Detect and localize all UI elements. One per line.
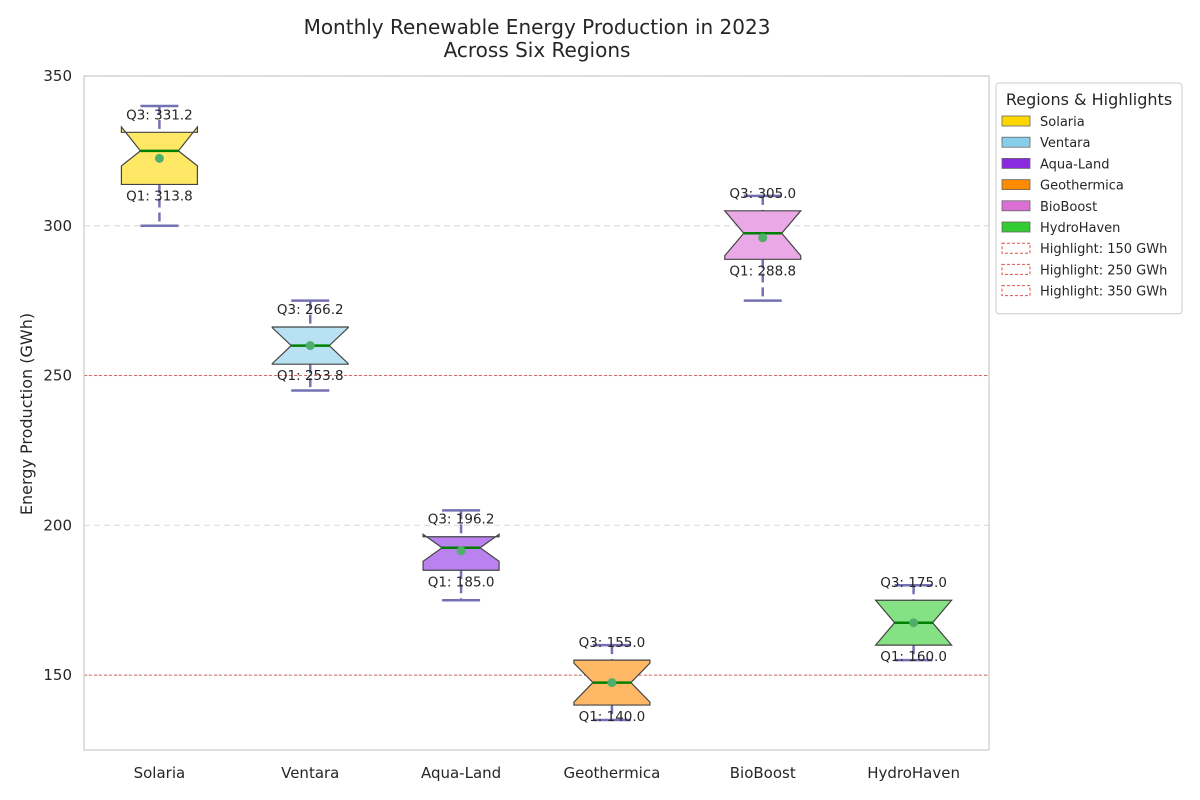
- q3-annotation: Q3: 331.2: [126, 107, 193, 123]
- chart-title-line-2: Across Six Regions: [444, 38, 631, 62]
- q1-annotation: Q1: 140.0: [579, 709, 646, 725]
- legend-label: Aqua-Land: [1040, 157, 1110, 172]
- q1-annotation: Q1: 288.8: [729, 263, 796, 279]
- mean-marker: [154, 153, 164, 163]
- mean-marker: [305, 341, 315, 351]
- mean-marker: [607, 678, 617, 688]
- q3-annotation: Q3: 175.0: [880, 575, 947, 591]
- q3-annotation: Q3: 266.2: [277, 302, 344, 318]
- legend-label: Highlight: 250 GWh: [1040, 263, 1167, 278]
- x-tick-label: Geothermica: [564, 764, 661, 782]
- x-tick-label: HydroHaven: [867, 764, 960, 782]
- legend-title: Regions & Highlights: [1006, 90, 1172, 109]
- legend-swatch: [1001, 157, 1031, 169]
- legend-swatch: [1001, 179, 1031, 191]
- legend-label: Geothermica: [1040, 179, 1124, 194]
- legend-swatch: [1001, 200, 1031, 212]
- plot-area: 150 200 250 300 350 Solaria Ventara Aqua-Land Ge…: [43, 67, 990, 782]
- x-tick-label: Aqua-Land: [421, 764, 501, 782]
- legend-swatch: [1001, 263, 1031, 275]
- y-axis-label: Energy Production (GWh): [17, 313, 36, 515]
- q1-annotation: Q1: 313.8: [126, 188, 193, 204]
- legend-swatch: [1001, 242, 1031, 254]
- q1-annotation: Q1: 253.8: [277, 368, 344, 384]
- legend-label: Highlight: 150 GWh: [1040, 242, 1167, 257]
- mean-marker: [909, 618, 919, 628]
- legend-swatch: [1001, 221, 1031, 233]
- q1-annotation: Q1: 160.0: [880, 649, 947, 665]
- legend-label: Solaria: [1040, 115, 1085, 130]
- q3-annotation: Q3: 305.0: [729, 186, 796, 202]
- plot-background: [84, 76, 989, 750]
- legend-box: [995, 82, 1183, 315]
- q1-annotation: Q1: 185.0: [428, 574, 495, 590]
- q3-annotation: Q3: 196.2: [428, 512, 495, 528]
- legend-swatch: [1001, 136, 1031, 148]
- y-tick-label: 200: [43, 516, 72, 534]
- chart-title-line-1: Monthly Renewable Energy Production in 2…: [304, 15, 771, 39]
- legend-swatch: [1001, 115, 1031, 127]
- legend-label: HydroHaven: [1040, 221, 1120, 236]
- legend-swatch: [1001, 285, 1031, 297]
- y-tick-label: 150: [43, 666, 72, 684]
- legend-label: Ventara: [1040, 136, 1091, 151]
- y-tick-label: 350: [43, 67, 72, 85]
- x-tick-label: BioBoost: [730, 764, 796, 782]
- x-tick-label: Solaria: [134, 764, 186, 782]
- legend-label: Highlight: 350 GWh: [1040, 285, 1167, 300]
- q3-annotation: Q3: 155.0: [579, 635, 646, 651]
- legend-label: BioBoost: [1040, 200, 1097, 215]
- x-tick-label: Ventara: [281, 764, 339, 782]
- mean-marker: [758, 233, 768, 243]
- mean-marker: [456, 546, 466, 556]
- y-tick-label: 300: [43, 217, 72, 235]
- y-tick-label: 250: [43, 367, 72, 385]
- legend: Regions & Highlights Solaria Ventara Aqua-L…: [995, 82, 1183, 315]
- plot-frame: [83, 75, 990, 751]
